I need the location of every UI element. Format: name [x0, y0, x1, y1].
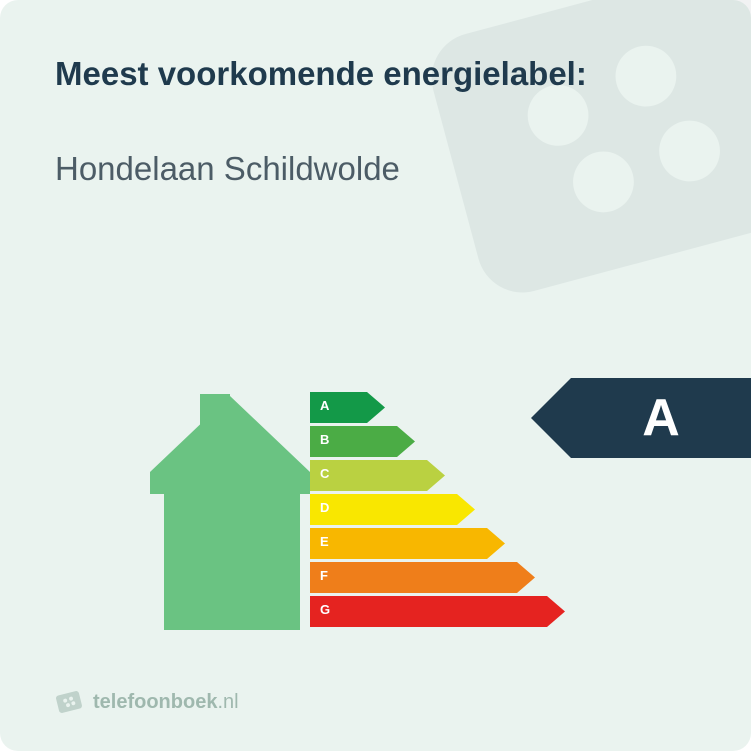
footer: telefoonboek.nl [55, 688, 239, 716]
bar-shape [310, 528, 505, 559]
watermark-icon [431, 0, 751, 320]
card: Meest voorkomende energielabel: Hondelaa… [0, 0, 751, 751]
footer-brand-tld: .nl [217, 691, 238, 713]
footer-brand-name: telefoonboek [93, 691, 217, 713]
bar-shape [310, 596, 565, 627]
bar-shape [310, 562, 535, 593]
footer-brand: telefoonboek.nl [93, 691, 239, 714]
bar-shape [310, 460, 445, 491]
page-title: Meest voorkomende energielabel: [55, 55, 587, 93]
bar-label: F [320, 568, 328, 583]
bar-label: G [320, 602, 330, 617]
bar-label: A [320, 398, 329, 413]
bar-label: E [320, 534, 329, 549]
bar-label: B [320, 432, 329, 447]
phonebook-icon [55, 688, 83, 716]
bar-label: C [320, 466, 329, 481]
house-icon-clean [150, 380, 310, 632]
bar-label: D [320, 500, 329, 515]
bar-shape [310, 494, 475, 525]
badge-letter: A [602, 388, 680, 448]
result-badge: A [531, 378, 751, 458]
page-subtitle: Hondelaan Schildwolde [55, 150, 400, 188]
